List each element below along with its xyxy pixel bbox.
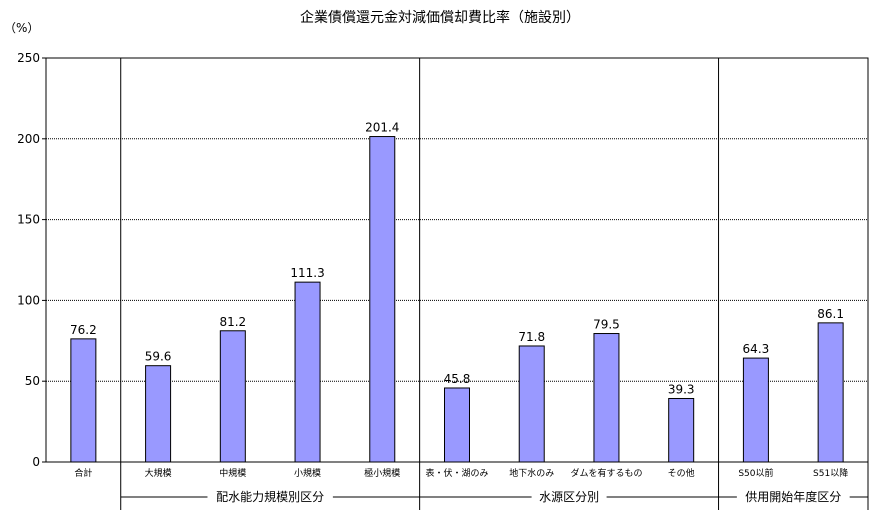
category-label: 小規模 [294,468,321,479]
category-label: 地下水のみ [509,467,554,479]
bar [294,281,321,463]
category-label: 表・伏・湖のみ [425,467,488,479]
bar [742,357,769,463]
group-label: 供用開始年度区分 [745,489,841,504]
category-labels: 合計 大規模 中規模 小規模 極小規模 表・伏・湖のみ 地下水のみ ダムを有するもの その他 S5… [74,467,848,479]
bar [219,330,246,463]
value-label: 201.4 [365,121,399,135]
y-tick-label: 250 [17,51,40,65]
bars [70,136,844,463]
y-tick-label: 0 [32,455,40,469]
y-tick-label: 50 [25,374,40,388]
value-label: 64.3 [743,342,770,356]
bar [444,387,470,463]
chart-title: 企業債償還元金対減価償却費比率（施設別） [300,9,580,26]
bar [668,397,695,463]
bar [593,333,620,463]
category-label: 中規模 [219,467,246,479]
value-label: 86.1 [817,307,844,321]
value-label: 59.6 [145,350,172,364]
category-label: ダムを有するもの [570,467,642,479]
category-label: その他 [668,467,695,479]
bar [145,365,172,463]
value-labels: 76.2 59.6 81.2 111.3 201.4 45.8 71.8 79.5 39.3 64… [70,121,844,397]
group-labels: 配水能力規模別区分 水源区分別 供用開始年度区分 [120,489,868,504]
bar [817,322,844,463]
category-label: 極小規模 [364,467,400,479]
category-label: S51以降 [813,467,848,479]
category-label: 大規模 [145,467,172,479]
value-label: 81.2 [219,315,246,329]
category-label: 合計 [74,467,92,479]
group-label: 配水能力規模別区分 [216,489,324,504]
value-label: 111.3 [290,266,324,280]
plot-frame [45,57,869,463]
y-tick-label: 100 [17,293,40,307]
bar [70,338,97,463]
gridlines [46,138,868,382]
value-label: 76.2 [70,323,97,337]
y-tick-labels: 0 50 100 150 200 250 [17,51,40,469]
value-label: 79.5 [593,318,620,332]
y-tick-label: 200 [17,132,40,146]
value-label: 71.8 [518,330,545,344]
value-label: 39.3 [668,382,695,396]
y-axis-label: （%） [4,21,39,35]
axes [42,57,869,463]
category-label: S50以前 [738,467,773,479]
group-separators [120,58,869,510]
group-label: 水源区分別 [539,490,599,504]
bar [369,136,396,463]
bar [518,345,545,463]
y-tick-label: 150 [17,213,40,227]
value-label: 45.8 [444,372,471,386]
